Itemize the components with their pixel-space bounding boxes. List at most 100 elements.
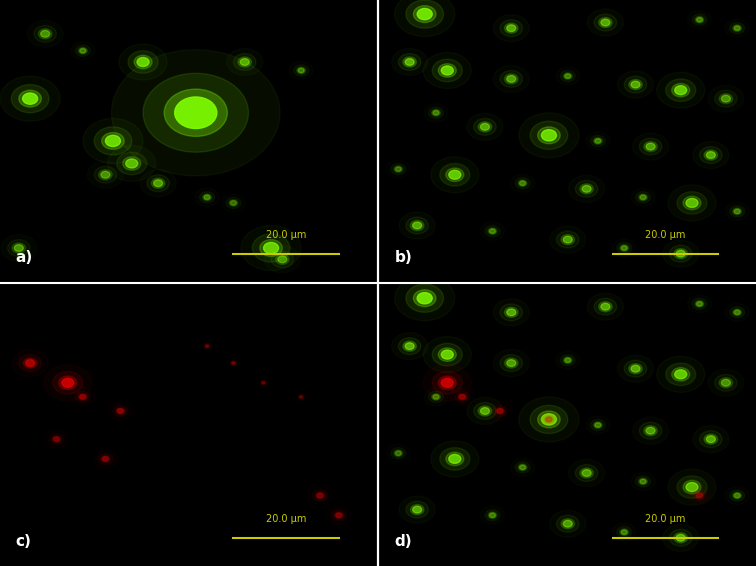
Circle shape <box>714 90 737 107</box>
Circle shape <box>116 408 125 414</box>
Circle shape <box>232 362 235 364</box>
Circle shape <box>153 180 163 187</box>
Circle shape <box>432 59 463 82</box>
Circle shape <box>582 186 591 192</box>
Circle shape <box>546 417 552 422</box>
Circle shape <box>624 76 647 93</box>
Circle shape <box>714 374 737 391</box>
Circle shape <box>518 180 527 187</box>
Circle shape <box>704 434 717 444</box>
Circle shape <box>101 456 110 462</box>
Circle shape <box>432 371 463 394</box>
Circle shape <box>23 93 38 104</box>
Circle shape <box>101 132 124 149</box>
Circle shape <box>478 122 491 132</box>
Circle shape <box>101 171 110 178</box>
Circle shape <box>644 142 658 152</box>
Text: c): c) <box>15 534 31 549</box>
Circle shape <box>432 344 463 366</box>
Circle shape <box>478 406 491 416</box>
Circle shape <box>575 181 598 198</box>
Circle shape <box>113 405 128 417</box>
Circle shape <box>561 234 575 245</box>
Circle shape <box>507 25 516 32</box>
Circle shape <box>76 391 91 402</box>
Circle shape <box>411 220 424 230</box>
Circle shape <box>595 139 601 143</box>
Circle shape <box>733 208 742 215</box>
Circle shape <box>432 109 441 116</box>
Circle shape <box>696 494 702 498</box>
Circle shape <box>473 118 496 135</box>
Circle shape <box>433 395 439 399</box>
Text: 20.0 μm: 20.0 μm <box>266 230 306 239</box>
Circle shape <box>253 234 290 262</box>
Circle shape <box>449 454 461 464</box>
Circle shape <box>541 130 556 141</box>
Circle shape <box>646 427 655 434</box>
Circle shape <box>565 74 571 78</box>
Circle shape <box>234 54 256 70</box>
Circle shape <box>53 371 83 394</box>
Circle shape <box>699 431 722 448</box>
Circle shape <box>580 184 593 194</box>
Circle shape <box>621 530 627 534</box>
Circle shape <box>403 57 417 67</box>
Circle shape <box>561 518 575 529</box>
Circle shape <box>500 354 522 371</box>
Circle shape <box>671 367 689 381</box>
Circle shape <box>278 256 287 263</box>
Circle shape <box>52 436 61 443</box>
Circle shape <box>23 358 37 368</box>
Circle shape <box>298 68 304 72</box>
Circle shape <box>621 246 627 250</box>
Text: a): a) <box>15 250 33 265</box>
Circle shape <box>704 150 717 160</box>
Circle shape <box>394 450 403 457</box>
Circle shape <box>671 83 689 97</box>
Circle shape <box>116 152 147 175</box>
Circle shape <box>79 393 88 400</box>
Circle shape <box>231 361 236 365</box>
Circle shape <box>629 79 643 89</box>
Circle shape <box>432 393 441 400</box>
Circle shape <box>446 168 464 182</box>
Circle shape <box>580 468 593 478</box>
Circle shape <box>594 14 617 31</box>
Circle shape <box>62 378 74 387</box>
Circle shape <box>413 222 422 229</box>
Circle shape <box>395 451 401 456</box>
Circle shape <box>669 529 692 546</box>
Circle shape <box>41 31 50 37</box>
Circle shape <box>231 201 237 205</box>
Circle shape <box>403 341 417 351</box>
Text: 20.0 μm: 20.0 μm <box>646 230 686 239</box>
Circle shape <box>492 405 507 417</box>
Circle shape <box>518 464 527 471</box>
Circle shape <box>480 123 489 130</box>
Circle shape <box>639 478 648 485</box>
Circle shape <box>238 57 252 67</box>
Circle shape <box>151 178 165 188</box>
Circle shape <box>405 343 414 350</box>
Circle shape <box>19 90 42 107</box>
Circle shape <box>334 512 343 518</box>
Circle shape <box>205 345 209 348</box>
Circle shape <box>629 363 643 374</box>
Circle shape <box>601 19 610 26</box>
Circle shape <box>582 470 591 477</box>
Circle shape <box>105 135 120 147</box>
Circle shape <box>676 534 685 541</box>
Circle shape <box>674 370 686 379</box>
Circle shape <box>299 395 303 398</box>
Circle shape <box>315 492 324 499</box>
Circle shape <box>262 381 266 384</box>
Circle shape <box>674 248 687 259</box>
Circle shape <box>80 49 86 53</box>
Circle shape <box>80 395 86 399</box>
Circle shape <box>260 239 283 256</box>
Circle shape <box>449 170 461 179</box>
Circle shape <box>147 175 169 192</box>
Circle shape <box>406 501 429 518</box>
Circle shape <box>438 348 457 361</box>
